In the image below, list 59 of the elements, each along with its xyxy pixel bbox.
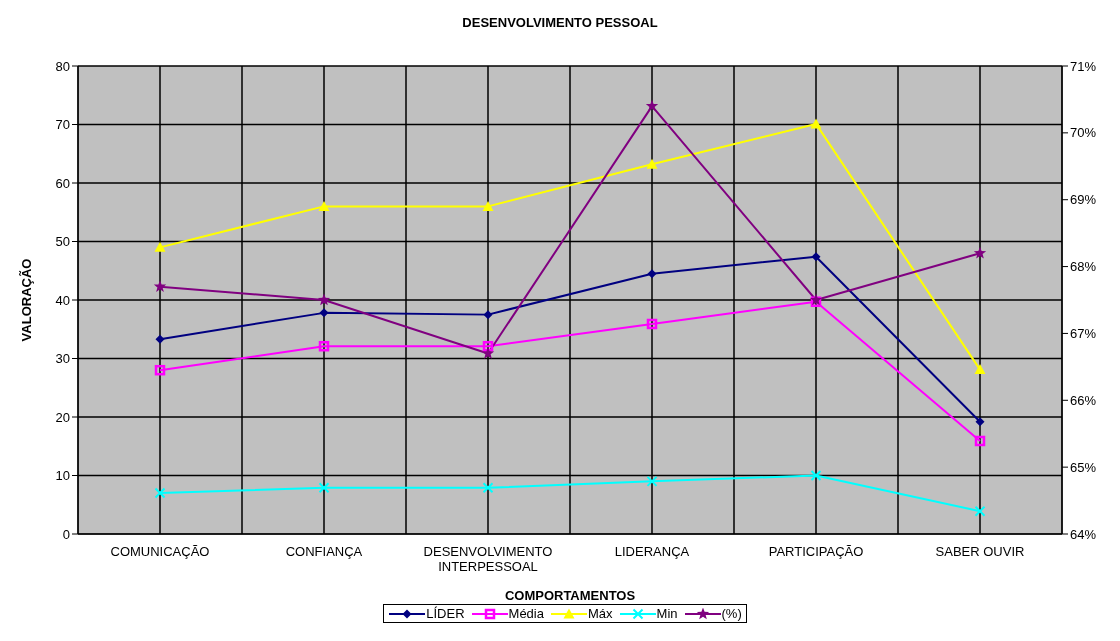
point (646, 318, 658, 330)
x-tick-label: SABER OUVIR (935, 544, 1025, 559)
x-axis-title: COMPORTAMENTOS (504, 588, 636, 603)
y2-tick-label: 65% (1070, 459, 1097, 475)
y2-tick-label: 69% (1070, 192, 1097, 208)
point (810, 118, 822, 129)
point (481, 346, 495, 359)
point (974, 364, 986, 375)
point (154, 241, 166, 252)
point (318, 482, 330, 494)
legend-label: LÍDER (425, 606, 465, 621)
x-tick-label: CONFIANÇA (285, 544, 363, 559)
x-tick-label: LIDERANÇA (614, 544, 690, 559)
point (317, 293, 331, 306)
y-tick-label: 0 (62, 526, 70, 542)
y2-tick-label: 71% (1070, 58, 1097, 74)
point (318, 340, 330, 352)
point (646, 158, 658, 169)
point (975, 417, 985, 427)
point (318, 200, 330, 211)
point (482, 340, 494, 352)
point (974, 435, 986, 447)
y-tick-label: 70 (55, 117, 70, 133)
point (974, 505, 986, 517)
point (645, 99, 659, 112)
point (811, 252, 821, 262)
point (482, 482, 494, 494)
legend-label: Min (655, 606, 678, 621)
chart-title: DESENVOLVIMENTO PESSOAL (461, 14, 659, 32)
point (155, 334, 165, 344)
point (810, 470, 822, 481)
y-tick-label: 50 (55, 234, 70, 250)
point (483, 310, 493, 320)
y-tick-label: 60 (55, 175, 70, 191)
y-tick-label: 80 (55, 58, 70, 74)
y2-tick-label: 67% (1070, 326, 1097, 342)
y2-tick-label: 68% (1070, 259, 1097, 275)
y-tick-label: 30 (55, 351, 70, 367)
y2-tick-label: 70% (1070, 125, 1097, 141)
y2-tick-label: 64% (1070, 526, 1097, 542)
point (154, 364, 166, 376)
point (646, 475, 658, 487)
legend-label: (%) (720, 606, 742, 621)
y2-tick-label: 66% (1070, 392, 1097, 408)
legend-label: Máx (587, 606, 613, 621)
y-tick-label: 20 (55, 409, 70, 425)
point (973, 246, 987, 259)
point (154, 487, 166, 499)
point (482, 200, 494, 211)
y-tick-label: 10 (55, 468, 70, 484)
point (153, 280, 167, 292)
point (319, 308, 329, 318)
x-tick-label: DESENVOLVIMENTO INTERPESSOAL (423, 544, 553, 574)
x-tick-label: COMUNICAÇÃO (110, 544, 210, 559)
y-tick-label: 40 (55, 292, 70, 308)
y-axis-title: VALORAÇÃO (18, 258, 34, 342)
point (647, 269, 657, 279)
x-tick-label: PARTICIPAÇÃO (768, 544, 864, 559)
legend-label: Média (507, 606, 544, 621)
